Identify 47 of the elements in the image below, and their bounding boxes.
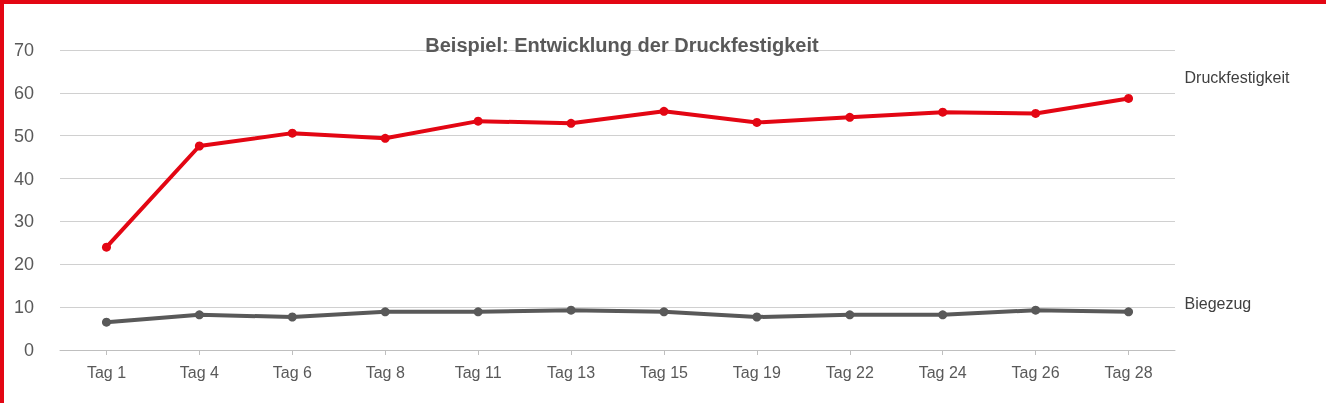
x-tick-label: Tag 13	[547, 363, 596, 381]
y-tick-label: 40	[13, 168, 34, 189]
y-tick-label: 70	[13, 40, 34, 60]
point	[101, 317, 111, 327]
x-tick-label: Tag 28	[1104, 363, 1153, 381]
text: Druckfestigkeit	[1184, 68, 1291, 86]
point	[659, 307, 669, 317]
point	[938, 310, 948, 320]
point	[845, 310, 855, 320]
point	[287, 312, 297, 322]
point	[1031, 305, 1041, 315]
x-tick-label: Tag 24	[918, 363, 967, 381]
x-tick-label: Tag 1	[86, 363, 127, 381]
point	[287, 128, 297, 138]
x-tick-label: Tag 15	[639, 363, 689, 381]
point	[473, 307, 483, 317]
point	[752, 117, 762, 127]
x-tick-label: Tag 6	[272, 363, 312, 381]
point	[566, 118, 576, 128]
point	[938, 107, 948, 117]
y-tick-label: 10	[13, 297, 34, 318]
point	[473, 116, 483, 126]
point	[1124, 307, 1134, 317]
point	[194, 141, 204, 151]
y-tick-label: 0	[23, 340, 34, 360]
x-tick-label: Tag 4	[179, 363, 220, 381]
point	[752, 312, 762, 322]
y-tick-label: 30	[13, 211, 34, 232]
x-tick-label: Tag 8	[365, 363, 405, 381]
point	[1124, 93, 1134, 103]
y-tick-label: 60	[13, 82, 34, 103]
point	[380, 133, 390, 143]
point	[566, 305, 576, 315]
x-tick-label: Tag 19	[732, 363, 781, 381]
point	[101, 242, 111, 252]
point	[380, 307, 390, 317]
point	[194, 310, 204, 320]
point	[845, 112, 855, 122]
y-tick-label: 20	[13, 254, 34, 275]
x-tick-label: Tag 11	[454, 363, 502, 381]
chart-title: Beispiel: Entwicklung der Druckfestigkeit	[425, 34, 820, 56]
point	[659, 106, 669, 116]
x-tick-label: Tag 22	[825, 363, 874, 381]
y-tick-label: 50	[13, 125, 34, 146]
point	[1031, 108, 1041, 118]
text: Biegezug	[1184, 295, 1252, 313]
x-tick-label: Tag 26	[1011, 363, 1060, 381]
